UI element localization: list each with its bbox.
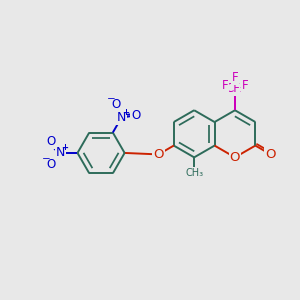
Text: +: + [61,143,68,152]
Text: F: F [222,80,228,92]
Text: O: O [153,148,164,161]
Text: CF₃: CF₃ [225,82,245,95]
Text: O: O [230,151,240,164]
Text: O: O [230,151,240,164]
Text: N: N [117,111,126,124]
Text: −: − [107,94,116,104]
Text: O: O [153,148,164,161]
Text: +: + [122,108,129,117]
Text: O: O [46,135,56,148]
Text: F: F [232,71,238,84]
Text: CH₃: CH₃ [185,168,203,178]
Text: −: − [42,154,51,164]
Text: O: O [131,109,140,122]
Text: CH₃: CH₃ [185,168,203,178]
Text: F: F [242,80,248,92]
Text: O: O [265,148,275,160]
Text: O: O [265,148,275,160]
Text: O: O [46,158,56,171]
Text: O: O [112,98,121,110]
Text: N: N [56,146,65,159]
